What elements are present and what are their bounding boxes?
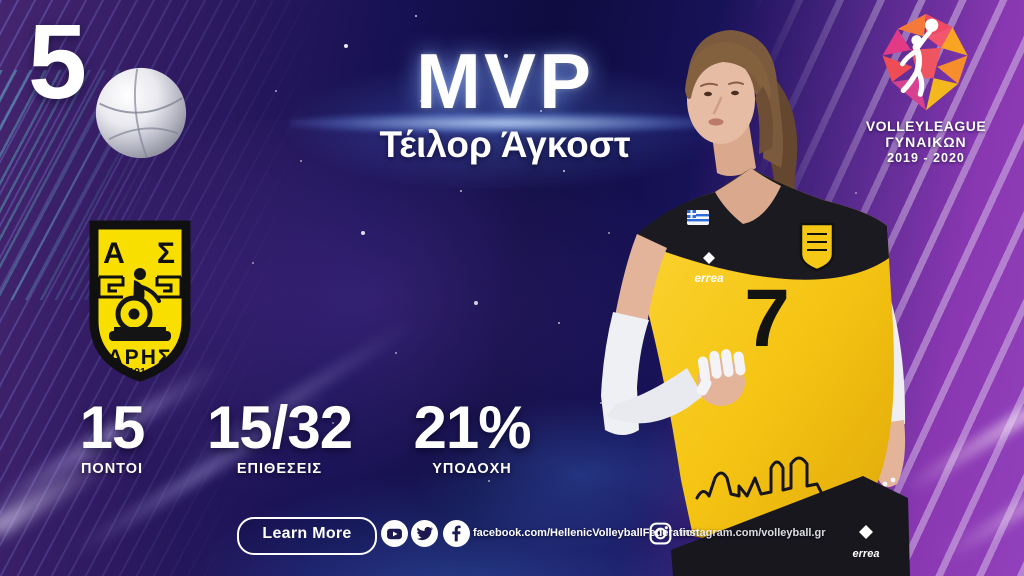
crest-year: 1914	[128, 366, 152, 378]
player-name: Τέιλορ Άγκοστ	[379, 124, 631, 165]
horizon-flare	[290, 112, 720, 134]
shorts	[671, 476, 910, 576]
stat-points-value: 15	[79, 394, 146, 461]
mini-crest	[799, 222, 835, 272]
spiker-silhouette	[900, 18, 939, 97]
brand-logo-shorts: errea	[853, 525, 880, 560]
stat-points-label: ΠΟΝΤΟΙ	[80, 461, 144, 477]
svg-text:errea: errea	[694, 271, 724, 285]
stat-attacks-label: ΕΠΙΘΕΣΕΙΣ	[236, 461, 323, 477]
crest-club-name: ΑΡΗΣ	[108, 346, 173, 369]
league-division: ΓΥΝΑΙΚΩΝ	[885, 134, 967, 150]
league-logo: VOLLEYLEAGUE ΓΥΝΑΙΚΩΝ 2019 - 2020	[850, 12, 1002, 165]
league-name: VOLLEYLEAGUE	[865, 118, 987, 134]
learn-more-button[interactable]: Learn More	[237, 517, 377, 555]
starfield	[0, 0, 2, 2]
svg-text:errea: errea	[853, 548, 880, 560]
volleyball-icon	[95, 67, 187, 159]
mosaic-shape	[882, 13, 968, 111]
meander-pattern	[97, 275, 183, 299]
player-photo: errea 7	[601, 30, 910, 576]
youtube-icon[interactable]	[381, 520, 408, 547]
crest-letter-sigma: Σ	[157, 237, 175, 270]
player-right-arm	[601, 234, 746, 435]
ares-statue	[109, 268, 171, 341]
league-season: 2019 - 2020	[887, 151, 965, 165]
crest-letter-alpha: Α	[103, 237, 125, 270]
instagram-icon[interactable]	[648, 521, 673, 546]
jersey-number-badge: 5	[28, 3, 87, 121]
league-logo-icon	[882, 13, 968, 111]
facebook-icon[interactable]	[443, 520, 470, 547]
nebula-glow	[120, 120, 680, 520]
stat-reception-value: 21%	[413, 394, 531, 461]
skyline-motif	[695, 456, 825, 500]
stat-attacks: 15/32 ΕΠΙΘΕΣΕΙΣ	[182, 394, 377, 478]
stat-points: 15 ΠΟΝΤΟΙ	[52, 394, 172, 478]
twitter-icon[interactable]	[411, 520, 438, 547]
brand-logo-chest: errea	[694, 252, 724, 285]
stat-reception: 21% ΥΠΟΔΟΧΗ	[392, 394, 552, 478]
club-crest: Α Σ ΑΡΗΣ 1914	[89, 220, 191, 382]
player-head	[685, 30, 783, 168]
greek-flag-patch	[687, 210, 709, 225]
stat-reception-label: ΥΠΟΔΟΧΗ	[432, 461, 512, 477]
mvp-title: MVP	[415, 37, 595, 125]
jersey-number: 7	[744, 273, 790, 364]
stat-attacks-value: 15/32	[206, 394, 353, 461]
